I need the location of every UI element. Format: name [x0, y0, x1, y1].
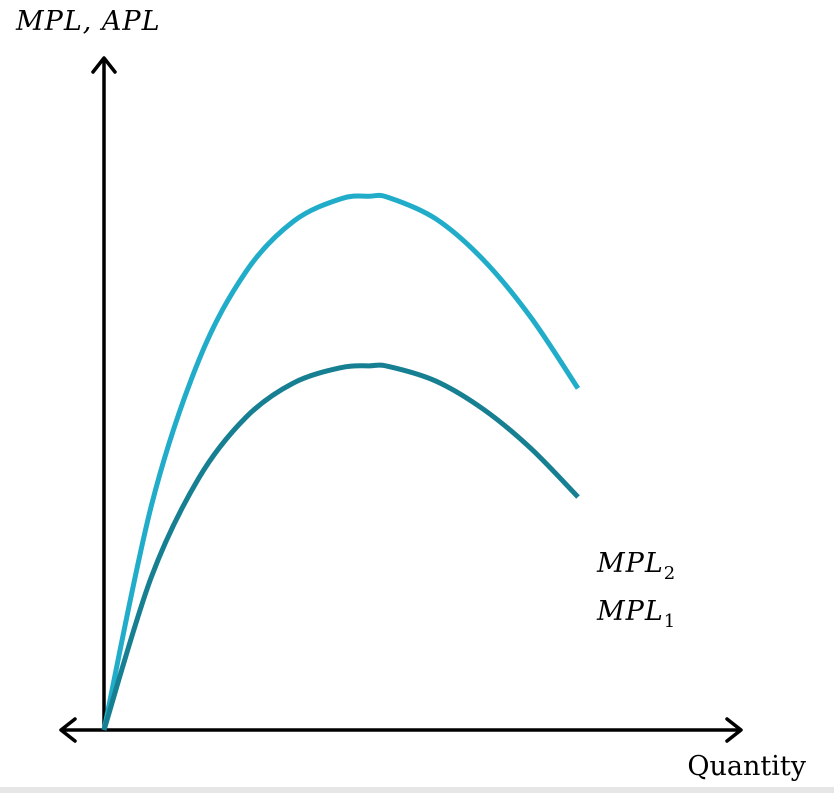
- curve-mpl1: [101, 362, 580, 731]
- series-label-mpl2-sub: 2: [664, 563, 676, 584]
- curve-mpl2: [101, 192, 581, 731]
- series-label-mpl1: MPL1: [596, 596, 676, 632]
- series-layer: [101, 192, 581, 731]
- y-axis-label: MPL, APL: [15, 6, 161, 37]
- series-label-mpl1-main: MPL: [596, 596, 664, 627]
- y-axis-arrow: [91, 56, 117, 74]
- x-axis-arrow-right: [725, 717, 743, 743]
- series-label-mpl2-main: MPL: [596, 548, 664, 579]
- x-axis-label: Quantity: [687, 751, 806, 782]
- series-label-mpl2: MPL2: [596, 548, 676, 584]
- series-label-mpl1-sub: 1: [664, 611, 676, 632]
- x-axis-arrow-left: [59, 717, 77, 743]
- bottom-border: [0, 787, 834, 793]
